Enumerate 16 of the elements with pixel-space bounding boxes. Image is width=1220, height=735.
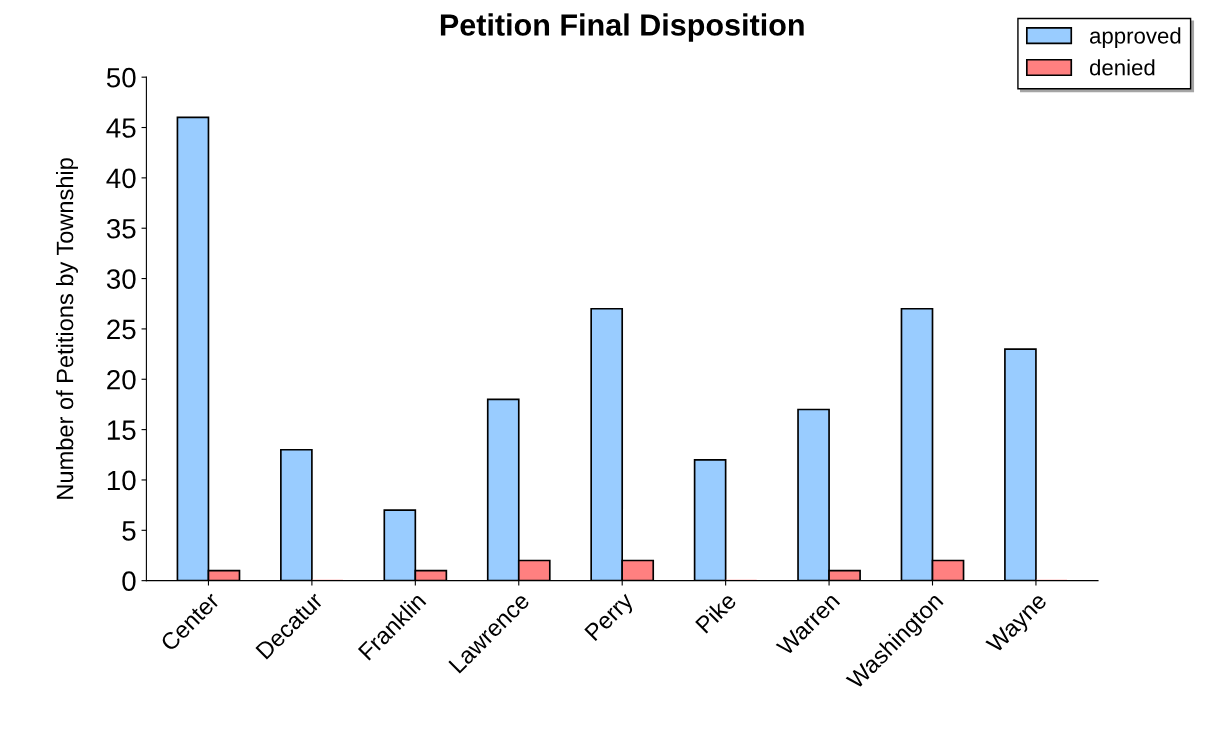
y-tick-label: 20	[107, 369, 136, 390]
y-tick-label: 25	[107, 319, 136, 340]
y-tick-label: 45	[106, 118, 136, 138]
y-tick-label: 15	[107, 420, 136, 440]
y-tick-label: 30	[106, 269, 136, 289]
y-tick-label: 0	[122, 571, 136, 591]
legend-label: approved	[1089, 27, 1181, 49]
y-axis-title: Number of Petitions by Township	[56, 158, 79, 499]
chart-title: Petition Final Disposition	[440, 13, 804, 42]
x-tick-label: Pike	[694, 591, 738, 634]
y-tick-label: 50	[106, 67, 136, 88]
y-tick-label: 40	[106, 168, 136, 189]
legend-label: denied	[1089, 59, 1155, 76]
y-tick-label: 5	[122, 521, 136, 541]
y-tick-label: 35	[106, 218, 136, 239]
y-tick-label: 10	[107, 470, 136, 491]
